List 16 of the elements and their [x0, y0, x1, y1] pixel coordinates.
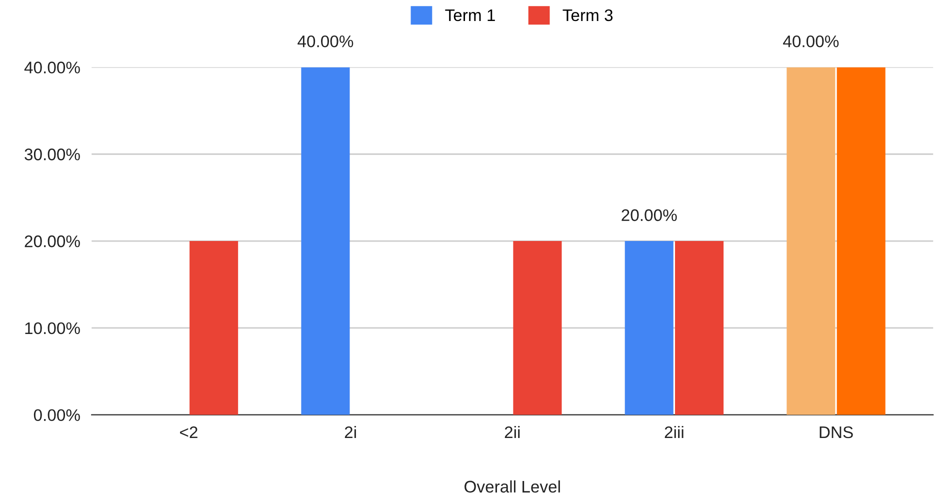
y-tick-label: 10.00%: [25, 322, 80, 334]
x-tick-label: 2i: [344, 426, 356, 438]
x-tick-label: 2iii: [664, 426, 684, 438]
y-tick-label: 30.00%: [24, 148, 80, 160]
legend-label: Term 1: [445, 9, 495, 22]
data-label: 20.00%: [622, 209, 677, 222]
x-tick-label: 2ii: [504, 426, 520, 438]
x-tick-label: DNS: [820, 426, 853, 438]
data-label: 40.00%: [298, 35, 354, 48]
x-axis-title: Overall Level: [464, 480, 560, 493]
y-tick-label: 40.00%: [24, 62, 80, 74]
legend-label: Term 3: [562, 9, 613, 22]
x-tick-label: <2: [180, 426, 198, 438]
y-tick-label: 0.00%: [34, 409, 80, 422]
data-label: 40.00%: [783, 35, 839, 48]
y-tick-label: 20.00%: [24, 235, 80, 248]
